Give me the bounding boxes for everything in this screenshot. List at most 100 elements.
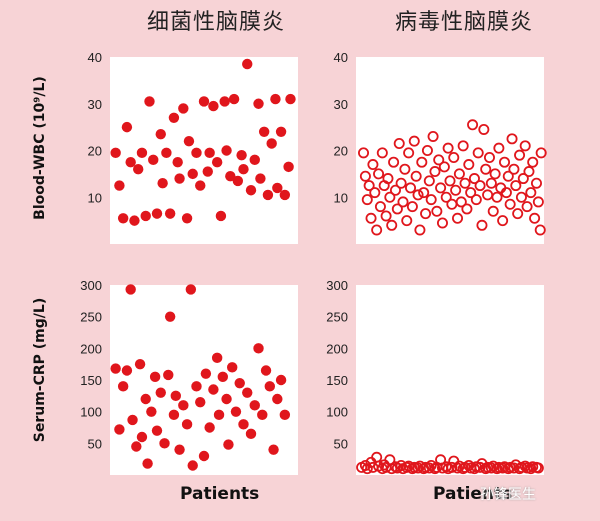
data-point <box>242 58 253 70</box>
y-tick-label: 10 <box>334 190 348 205</box>
data-point <box>408 135 420 147</box>
data-point <box>455 196 467 208</box>
data-point <box>236 149 247 161</box>
data-point <box>223 439 234 450</box>
y-tick-label: 100 <box>326 405 348 420</box>
data-point <box>530 177 542 189</box>
data-point <box>187 460 198 471</box>
y-tick-label: 250 <box>326 310 348 325</box>
data-point <box>215 210 227 222</box>
data-point <box>405 182 417 194</box>
data-point <box>253 343 264 354</box>
data-point <box>148 154 159 166</box>
header-viral: 病毒性脑膜炎 <box>394 10 533 35</box>
data-point <box>174 444 185 455</box>
data-point <box>151 425 163 436</box>
panel-bacterial-wbc: 10 20 30 40 <box>88 50 298 244</box>
data-point <box>178 400 189 411</box>
data-point <box>163 369 174 381</box>
data-point <box>183 135 195 147</box>
data-point <box>472 147 484 159</box>
xlabel-patients-left: Patients <box>180 484 260 504</box>
data-point <box>423 175 435 187</box>
data-point <box>133 164 144 175</box>
data-point <box>480 463 492 475</box>
data-point <box>391 203 403 215</box>
data-point <box>452 462 464 474</box>
data-point <box>164 311 176 322</box>
data-point <box>388 156 400 168</box>
panel-viral-wbc: 10 20 30 40 <box>334 50 547 244</box>
data-point <box>512 208 524 220</box>
data-point <box>399 163 411 175</box>
data-point <box>412 189 424 201</box>
data-point <box>283 161 294 173</box>
watermark-text: 孙锋医生 <box>480 487 536 503</box>
data-point <box>272 393 283 405</box>
data-point <box>161 147 172 159</box>
data-point <box>140 210 151 222</box>
data-point <box>204 422 215 433</box>
data-point <box>136 147 148 159</box>
data-point <box>427 130 439 142</box>
data-point <box>416 156 428 168</box>
data-point <box>131 441 142 452</box>
panel-viral-crp: 50 100 150 200 250 300 <box>326 278 544 475</box>
data-point <box>211 156 223 168</box>
data-point <box>279 189 291 201</box>
data-point <box>440 461 452 473</box>
data-point <box>499 156 511 168</box>
data-point <box>529 212 541 224</box>
data-point <box>365 212 377 224</box>
data-point <box>140 393 151 405</box>
data-point <box>389 184 401 196</box>
data-point <box>467 119 479 131</box>
data-point <box>198 96 210 107</box>
data-point <box>232 175 244 187</box>
data-point <box>491 191 503 203</box>
data-point <box>523 166 535 178</box>
data-point <box>117 213 129 224</box>
data-point <box>476 219 488 231</box>
data-point <box>358 147 370 159</box>
data-point <box>245 185 257 196</box>
data-point <box>168 112 180 123</box>
data-point <box>389 461 401 473</box>
data-point <box>393 137 405 149</box>
data-point <box>485 177 497 189</box>
data-point <box>374 201 386 213</box>
y-tick-label: 40 <box>88 50 102 65</box>
data-point <box>155 128 166 140</box>
data-point <box>217 371 228 383</box>
data-point <box>410 170 422 182</box>
data-point <box>110 363 121 374</box>
data-point <box>134 358 146 370</box>
data-point <box>268 444 279 455</box>
data-point <box>367 159 379 171</box>
plot-area <box>356 57 544 244</box>
y-tick-label: 10 <box>88 190 102 205</box>
data-point <box>535 147 547 159</box>
data-point <box>164 208 176 219</box>
data-point <box>359 170 371 182</box>
data-point <box>255 173 266 184</box>
data-point <box>465 187 477 199</box>
data-point <box>459 177 471 189</box>
data-point <box>227 362 238 373</box>
data-point <box>155 387 166 398</box>
data-point <box>198 450 210 462</box>
data-point <box>144 96 155 107</box>
data-point <box>515 191 527 203</box>
data-point <box>474 180 486 192</box>
data-point <box>208 384 219 395</box>
data-point <box>195 180 206 191</box>
data-point <box>508 163 520 175</box>
data-point <box>510 180 522 192</box>
data-point <box>191 147 202 159</box>
data-point <box>121 365 133 376</box>
data-point <box>403 147 415 159</box>
data-point <box>423 462 435 474</box>
data-point <box>262 189 274 201</box>
data-point <box>125 284 136 295</box>
